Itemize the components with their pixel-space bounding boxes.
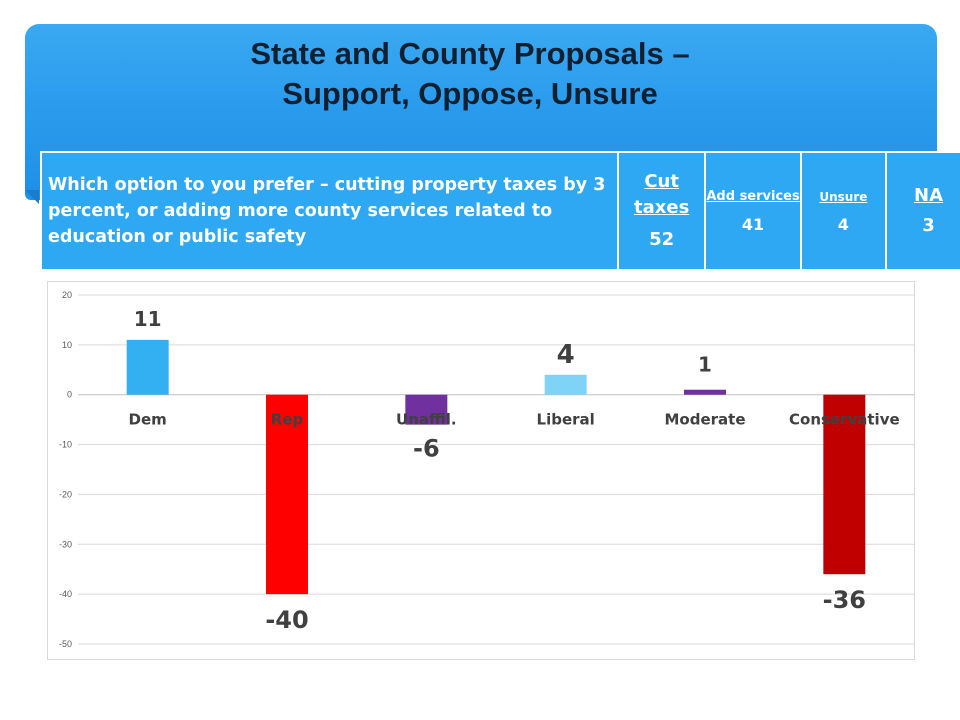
y-tick-label: -20 — [59, 489, 72, 499]
y-tick-label: -30 — [59, 539, 72, 549]
option-value: 52 — [649, 229, 675, 250]
data-label: 1 — [698, 353, 712, 377]
data-label: -6 — [413, 435, 440, 463]
y-tick-label: -40 — [59, 589, 72, 599]
option-add-services: Add services 41 — [704, 151, 802, 271]
option-label: Add services — [706, 189, 800, 204]
chart-area: 20 10 0 -10 -20 -30 -40 -50 Dem Rep Unaffil. Libera… — [47, 281, 915, 660]
bar — [405, 394, 448, 425]
bar — [126, 339, 169, 395]
title-line-2: Support, Oppose, Unsure — [282, 76, 658, 111]
option-label: NA — [914, 185, 943, 206]
data-label: -36 — [823, 586, 866, 614]
option-value: 3 — [922, 215, 935, 236]
title-line-1: State and County Proposals – — [250, 36, 690, 71]
y-tick-label: 10 — [62, 340, 72, 350]
bar — [544, 374, 587, 395]
data-label: 11 — [134, 307, 162, 331]
bar — [266, 394, 308, 595]
category-label: Dem — [129, 411, 167, 429]
option-na: NA 3 — [885, 151, 960, 271]
slide-title: State and County Proposals – Support, Op… — [60, 34, 880, 114]
y-tick-label: 20 — [62, 290, 72, 300]
data-label: -40 — [265, 606, 308, 634]
category-label: Moderate — [664, 411, 745, 429]
y-tick-label: 0 — [67, 390, 72, 400]
y-tick-label: -10 — [59, 440, 72, 450]
option-cut-taxes: Cut taxes 52 — [616, 151, 707, 271]
bar — [684, 389, 726, 395]
bar — [823, 394, 866, 575]
y-tick-label: -50 — [59, 639, 72, 649]
question-text: Which option to you prefer – cutting pro… — [40, 151, 619, 271]
option-unsure: Unsure 4 — [799, 151, 888, 271]
banner-fold — [25, 190, 39, 204]
category-label: Unaffil. — [396, 411, 457, 429]
option-value: 41 — [741, 215, 765, 234]
option-value: 4 — [837, 215, 849, 234]
category-label: Liberal — [537, 411, 595, 429]
option-label: Unsure — [819, 190, 868, 204]
bar-chart: 20 10 0 -10 -20 -30 -40 -50 Dem Rep Unaffil. Libera… — [59, 290, 914, 649]
category-label: Conservative — [789, 411, 900, 429]
category-label: Rep — [271, 411, 304, 429]
data-label: 4 — [557, 340, 575, 370]
question-table: Which option to you prefer – cutting pro… — [40, 151, 960, 271]
option-label: Cut taxes — [634, 171, 690, 218]
